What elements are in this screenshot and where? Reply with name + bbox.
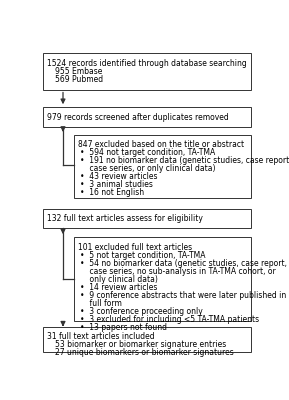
Text: •  5 not target condition, TA-TMA: • 5 not target condition, TA-TMA: [80, 251, 206, 260]
Text: 27 unique biomarkers or biomarker signatures: 27 unique biomarkers or biomarker signat…: [55, 348, 234, 357]
Text: full form: full form: [80, 299, 122, 308]
Text: 847 excluded based on the title or abstract: 847 excluded based on the title or abstr…: [78, 140, 244, 150]
Text: 31 full text articles included: 31 full text articles included: [47, 332, 155, 341]
FancyBboxPatch shape: [43, 327, 251, 352]
Text: •  3 excluded for including <5 TA-TMA patients: • 3 excluded for including <5 TA-TMA pat…: [80, 315, 260, 324]
Text: only clinical data): only clinical data): [80, 275, 158, 284]
FancyBboxPatch shape: [74, 237, 251, 321]
Text: •  16 not English: • 16 not English: [80, 188, 144, 198]
Text: •  14 review articles: • 14 review articles: [80, 283, 158, 292]
Text: 101 excluded full text articles: 101 excluded full text articles: [78, 243, 192, 252]
Text: •  54 no biomarker data (genetic studies, case report,: • 54 no biomarker data (genetic studies,…: [80, 259, 288, 268]
FancyBboxPatch shape: [74, 135, 251, 198]
Text: •  594 not target condition, TA-TMA: • 594 not target condition, TA-TMA: [80, 148, 216, 158]
FancyBboxPatch shape: [43, 53, 251, 90]
Text: •  3 conference proceeding only: • 3 conference proceeding only: [80, 307, 203, 316]
Text: •  9 conference abstracts that were later published in: • 9 conference abstracts that were later…: [80, 291, 287, 300]
Text: 132 full text articles assess for eligibility: 132 full text articles assess for eligib…: [47, 214, 203, 223]
Text: 979 records screened after duplicates removed: 979 records screened after duplicates re…: [47, 113, 229, 122]
Text: •  3 animal studies: • 3 animal studies: [80, 180, 153, 190]
Text: 569 Pubmed: 569 Pubmed: [55, 75, 103, 84]
Text: 53 biomarker or biomarker signature entries: 53 biomarker or biomarker signature entr…: [55, 340, 226, 349]
Text: •  13 papers not found: • 13 papers not found: [80, 323, 167, 332]
Text: case series, no sub-analysis in TA-TMA cohort, or: case series, no sub-analysis in TA-TMA c…: [80, 267, 276, 276]
FancyBboxPatch shape: [43, 209, 251, 228]
Text: 955 Embase: 955 Embase: [55, 67, 103, 76]
Text: case series, or only clinical data): case series, or only clinical data): [80, 164, 216, 174]
Text: •  191 no biomarker data (genetic studies, case report,: • 191 no biomarker data (genetic studies…: [80, 156, 289, 166]
FancyBboxPatch shape: [43, 107, 251, 126]
Text: 1524 records identified through database searching: 1524 records identified through database…: [47, 59, 247, 68]
Text: •  43 review articles: • 43 review articles: [80, 172, 158, 182]
